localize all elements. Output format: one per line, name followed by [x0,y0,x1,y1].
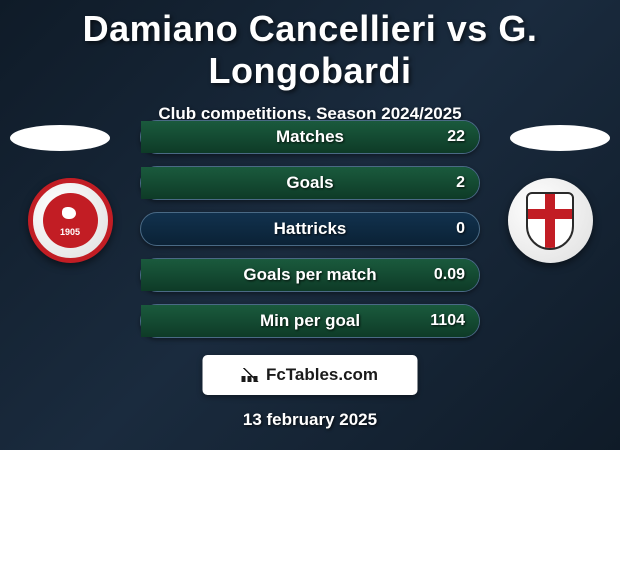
stat-value-right: 0.09 [434,266,465,284]
club-crest-left: 1905 [20,178,120,263]
stat-row: Goals per match0.09 [140,258,480,292]
stat-value-right: 22 [447,128,465,146]
stat-value-right: 1104 [430,312,465,330]
chart-icon [242,368,260,382]
player-left-silhouette [10,125,110,151]
stat-label: Goals per match [141,265,479,285]
source-label: FcTables.com [266,365,378,385]
perugia-year: 1905 [60,227,80,237]
stat-value-right: 0 [456,220,465,238]
date-label: 13 february 2025 [0,410,620,430]
stat-label: Hattricks [141,219,479,239]
rimini-cross-horizontal [528,209,572,219]
stat-row: Min per goal1104 [140,304,480,338]
club-crest-right [500,178,600,263]
perugia-badge: 1905 [28,178,113,263]
comparison-card: Damiano Cancellieri vs G. Longobardi Clu… [0,0,620,450]
stats-container: Matches22 Goals2 Hattricks0 Goals per match… [140,120,480,350]
perugia-badge-inner: 1905 [43,193,98,248]
player-right-silhouette [510,125,610,151]
stat-label: Matches [141,127,479,147]
stat-row: Goals2 [140,166,480,200]
stat-label: Goals [141,173,479,193]
page-title: Damiano Cancellieri vs G. Longobardi [0,0,620,92]
griffin-icon [58,205,82,225]
stat-row: Hattricks0 [140,212,480,246]
stat-value-right: 2 [456,174,465,192]
stat-row: Matches22 [140,120,480,154]
rimini-shield [526,192,574,250]
rimini-badge [508,178,593,263]
rimini-cross-vertical [545,194,555,248]
source-badge[interactable]: FcTables.com [203,355,418,395]
stat-label: Min per goal [141,311,479,331]
